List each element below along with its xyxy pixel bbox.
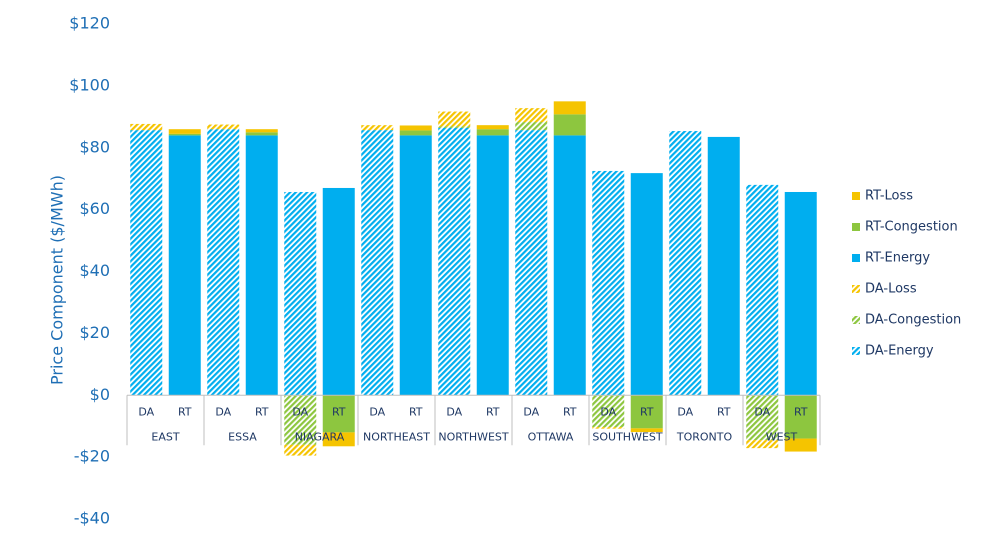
x-tick-label: DA: [754, 405, 770, 418]
x-tick-label: RT: [332, 405, 346, 418]
x-tick-label: DA: [600, 405, 616, 418]
bar-segment: [784, 395, 817, 439]
legend-label: DA-Energy: [865, 344, 934, 359]
bar-segment: [168, 133, 201, 136]
x-tick-label: RT: [486, 405, 500, 418]
bar-segment: [630, 173, 663, 396]
y-tick-label: -$20: [74, 447, 110, 466]
group-label: ESSA: [228, 430, 257, 443]
bar-segment: [515, 130, 548, 396]
legend-swatch: [852, 254, 860, 262]
legend-swatch: [852, 285, 860, 293]
x-tick-label: RT: [255, 405, 269, 418]
x-tick-label: DA: [446, 405, 462, 418]
y-tick-label: -$40: [74, 509, 110, 528]
legend-swatch: [852, 192, 860, 200]
bar-segment: [592, 427, 625, 429]
x-tick-label: RT: [178, 405, 192, 418]
bar-segment: [515, 108, 548, 123]
bar-segment: [207, 124, 240, 130]
y-tick-label: $20: [79, 323, 110, 342]
bar-segment: [707, 136, 740, 396]
bar-segment: [245, 135, 278, 396]
bar-segment: [245, 132, 278, 136]
group-label: WEST: [766, 430, 798, 443]
legend-swatch: [852, 316, 860, 324]
x-tick-label: RT: [794, 405, 808, 418]
bar-segment: [746, 440, 779, 449]
y-tick-label: $0: [90, 385, 110, 404]
bar-segment: [361, 125, 394, 131]
x-tick-label: DA: [677, 405, 693, 418]
bar-segment: [515, 122, 548, 131]
x-tick-label: DA: [138, 405, 154, 418]
y-tick-label: $100: [69, 75, 110, 94]
x-tick-label: DA: [369, 405, 385, 418]
bar-segment: [630, 428, 663, 433]
x-tick-label: RT: [409, 405, 423, 418]
bar-segment: [284, 444, 317, 456]
bar-segment: [476, 129, 509, 136]
y-axis-title: Price Component ($/MWh): [48, 175, 67, 385]
legend-label: RT-Loss: [865, 189, 913, 204]
bar-segment: [553, 135, 586, 396]
bar-segment: [361, 130, 394, 396]
legend-label: RT-Congestion: [865, 220, 958, 235]
y-tick-label: $80: [79, 137, 110, 156]
bar-segment: [476, 125, 509, 130]
legend-swatch: [852, 223, 860, 231]
bar-segment: [784, 438, 817, 452]
group-label: TORONTO: [676, 430, 733, 443]
bar-segment: [168, 129, 201, 134]
bar-segment: [553, 114, 586, 136]
bar-segment: [284, 395, 317, 445]
group-label: NORTHEAST: [363, 430, 430, 443]
bars: [130, 101, 817, 456]
bar-segment: [207, 129, 240, 396]
bar-segment: [553, 101, 586, 115]
y-tick-label: $40: [79, 261, 110, 280]
bar-segment: [399, 135, 432, 396]
bar-segment: [630, 395, 663, 429]
legend-label: RT-Energy: [865, 251, 930, 266]
bar-segment: [322, 432, 355, 447]
bar-segment: [130, 130, 163, 396]
x-tick-label: RT: [563, 405, 577, 418]
bar-segment: [438, 127, 471, 396]
x-tick-label: DA: [523, 405, 539, 418]
legend-label: DA-Loss: [865, 282, 917, 297]
bar-segment: [130, 123, 163, 131]
bar-segment: [322, 187, 355, 396]
group-label: SOUTHWEST: [592, 430, 662, 443]
y-tick-label: $60: [79, 199, 110, 218]
legend-swatch: [852, 347, 860, 355]
legend-label: DA-Congestion: [865, 313, 961, 328]
bar-segment: [168, 135, 201, 396]
group-label: OTTAWA: [528, 430, 574, 443]
bar-segment: [438, 126, 471, 128]
x-tick-label: DA: [292, 405, 308, 418]
bar-segment: [592, 395, 625, 428]
group-label: NIAGARA: [295, 430, 345, 443]
bar-segment: [592, 170, 625, 396]
bar-segment: [322, 395, 355, 433]
bar-segment: [746, 395, 779, 441]
group-label: NORTHWEST: [438, 430, 509, 443]
group-label: EAST: [151, 430, 179, 443]
bar-segment: [399, 125, 432, 131]
bar-segment: [245, 129, 278, 133]
bar-segment: [746, 184, 779, 396]
bar-segment: [669, 131, 702, 396]
bar-segment: [476, 135, 509, 396]
bar-segment: [784, 191, 817, 396]
x-tick-label: DA: [215, 405, 231, 418]
x-tick-label: RT: [640, 405, 654, 418]
bar-segment: [438, 111, 471, 127]
bar-segment: [284, 191, 317, 396]
y-tick-label: $120: [69, 14, 110, 33]
x-tick-label: RT: [717, 405, 731, 418]
bar-segment: [399, 130, 432, 136]
